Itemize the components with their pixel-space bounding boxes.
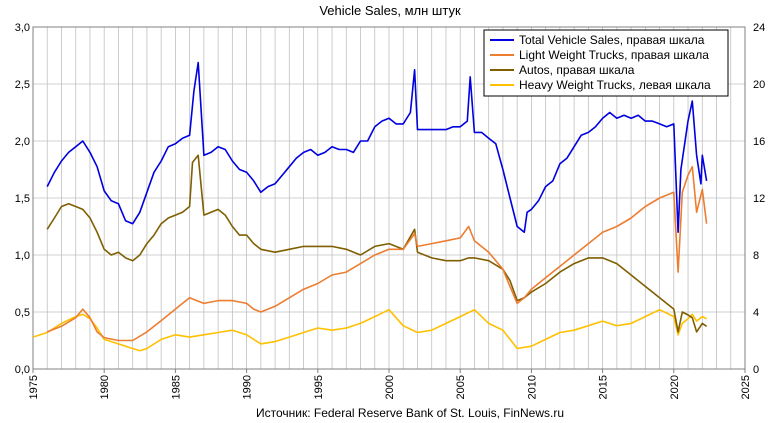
grid-lines (33, 27, 745, 369)
x-tick-label: 1990 (242, 375, 254, 399)
legend-label: Heavy Weight Trucks, левая шкала (519, 78, 711, 92)
left-tick-label: 0,5 (15, 307, 30, 319)
x-tick-label: 1995 (313, 375, 325, 399)
left-tick-label: 1,0 (15, 250, 30, 262)
x-tick-label: 2010 (526, 375, 538, 399)
x-tick-label: 2015 (598, 375, 610, 399)
right-tick-label: 20 (753, 79, 765, 91)
right-tick-label: 24 (753, 22, 765, 34)
series-line-2 (46, 154, 708, 333)
right-tick-label: 4 (753, 307, 759, 319)
chart-title: Vehicle Sales, млн штук (319, 3, 461, 18)
x-tick-label: 1985 (170, 375, 182, 399)
series-layer (32, 61, 708, 352)
right-tick-label: 16 (753, 136, 765, 148)
left-tick-label: 0,0 (15, 364, 30, 376)
right-axis: 0 4 8 12 16 20 24 (753, 22, 765, 376)
x-tick-label: 2000 (384, 375, 396, 399)
series-line-3 (32, 308, 707, 352)
legend-box (483, 29, 729, 97)
right-tick-label: 12 (753, 193, 765, 205)
right-tick-label: 8 (753, 250, 759, 262)
right-tick-label: 0 (753, 364, 759, 376)
left-tick-label: 2,5 (15, 79, 30, 91)
x-tick-label: 2020 (669, 375, 681, 399)
left-tick-label: 2,0 (15, 136, 30, 148)
x-tick-label: 1980 (99, 375, 111, 399)
left-axis: 0,0 0,5 1,0 1,5 2,0 2,5 3,0 (15, 22, 30, 376)
x-tick-label: 2025 (740, 375, 752, 399)
legend-label: Total Vehicle Sales, правая шкала (519, 33, 705, 47)
source-caption: Источник: Federal Reserve Bank of St. Lo… (256, 406, 564, 420)
legend-label: Autos, правая шкала (519, 63, 635, 77)
x-axis: 1975 1980 1985 1990 1995 2000 2005 2010 2015 2020… (28, 369, 752, 399)
series-line-1 (46, 165, 708, 342)
legend-label: Light Weight Trucks, правая шкала (519, 48, 709, 62)
x-tick-label: 2005 (455, 375, 467, 399)
x-tick-label: 1975 (28, 375, 40, 399)
left-tick-label: 1,5 (15, 193, 30, 205)
left-tick-label: 3,0 (15, 22, 30, 34)
series-line-0 (46, 61, 708, 233)
